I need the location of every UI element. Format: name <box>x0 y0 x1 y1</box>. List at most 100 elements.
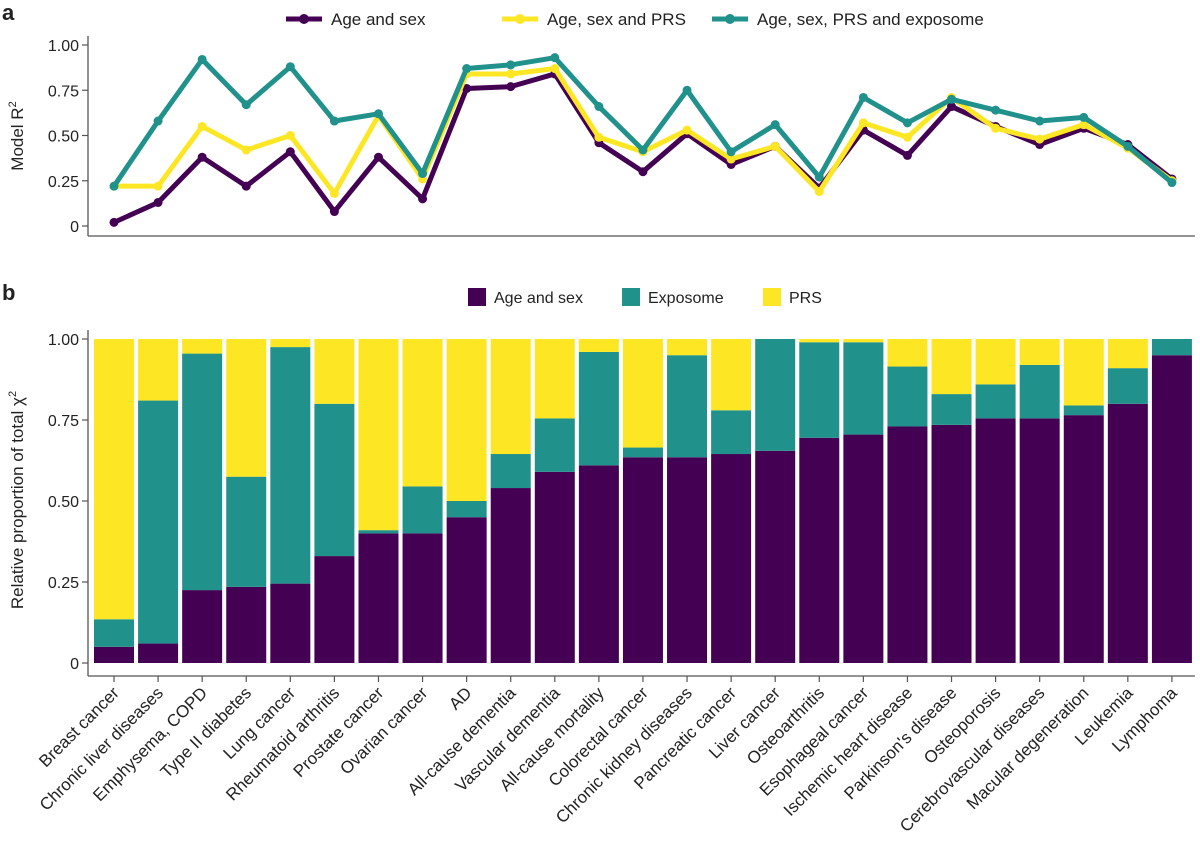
bar-segment-prs <box>446 339 487 501</box>
data-point <box>947 94 957 104</box>
bar-segment-age-and-sex <box>94 646 134 663</box>
legend-label: Age and sex <box>331 10 426 29</box>
bar-segment-exposome <box>358 530 399 534</box>
bar-segment-age-and-sex <box>534 471 575 663</box>
bar-stack: Breast cancer <box>35 339 134 771</box>
y-tick-label-a: 0 <box>70 219 79 236</box>
data-point <box>153 116 163 126</box>
data-point <box>241 145 251 155</box>
bar-segment-prs <box>667 339 708 356</box>
data-point <box>1035 116 1045 126</box>
bar-segment-prs <box>1063 339 1104 406</box>
y-tick-label-b: 0 <box>70 656 79 673</box>
bar-segment-age-and-sex <box>270 583 311 663</box>
bar-segment-exposome <box>843 342 884 435</box>
data-point <box>814 187 824 197</box>
y-tick-label-a: 1.00 <box>48 38 79 55</box>
bar-segment-age-and-sex <box>622 457 663 663</box>
panel-label-b: b <box>2 280 15 305</box>
x-tick-label: AD <box>445 683 475 713</box>
bar-segment-exposome <box>490 454 531 489</box>
bar-segment-prs <box>1019 339 1060 365</box>
data-point <box>153 181 163 191</box>
bar-segment-exposome <box>1107 368 1148 404</box>
legend-item: Age, sex and PRS <box>502 10 686 29</box>
bar-segment-prs <box>843 339 884 343</box>
bar-segment-prs <box>799 339 840 343</box>
data-point <box>506 69 516 79</box>
bar-segment-exposome <box>887 366 928 427</box>
bar-segment-exposome <box>755 339 796 451</box>
legend-item: Age, sex, PRS and exposome <box>712 10 984 29</box>
bar-segment-exposome <box>667 355 708 458</box>
bar-segment-exposome <box>534 418 575 472</box>
y-tick-label-b: 0.50 <box>48 494 79 511</box>
bar-segment-exposome <box>711 410 752 455</box>
bar-segment-exposome <box>446 501 487 518</box>
bar-segment-exposome <box>931 394 972 425</box>
bar-segment-age-and-sex <box>887 426 928 663</box>
data-point <box>770 120 780 130</box>
bar-segment-exposome <box>314 403 355 557</box>
bar-segment-age-and-sex <box>1063 415 1104 663</box>
data-point <box>462 64 472 74</box>
y-tick-label-b: 0.25 <box>48 575 79 592</box>
data-point <box>638 145 648 155</box>
bar-segment-age-and-sex <box>711 454 752 663</box>
data-point <box>506 60 516 70</box>
data-point <box>153 197 163 207</box>
bar-segment-exposome <box>1151 339 1192 356</box>
bar-segment-prs <box>182 339 223 354</box>
data-point <box>638 167 648 177</box>
bar-segment-prs <box>358 339 399 531</box>
bar-segment-exposome <box>402 486 443 534</box>
bar-segment-prs <box>490 339 531 455</box>
bar-segment-exposome <box>138 400 179 644</box>
data-point <box>418 169 428 179</box>
bar-segment-prs <box>270 339 311 348</box>
legend-item: PRS <box>763 288 822 307</box>
legend-point-symbol <box>725 14 735 24</box>
data-point <box>329 207 339 217</box>
bar-segment-prs <box>622 339 663 448</box>
y-tick-label-a: 0.75 <box>48 83 79 100</box>
bar-segment-exposome <box>226 476 267 587</box>
bar-segment-age-and-sex <box>1019 418 1060 663</box>
bar-segment-age-and-sex <box>667 457 708 663</box>
data-point <box>902 118 912 128</box>
data-point <box>682 85 692 95</box>
bar-segment-age-and-sex <box>843 434 884 663</box>
bar-segment-prs <box>578 339 619 352</box>
data-point <box>109 181 119 191</box>
data-point <box>109 217 119 227</box>
data-point <box>1123 141 1133 151</box>
bar-segment-age-and-sex <box>138 643 179 663</box>
bar-segment-prs <box>887 339 928 367</box>
bar-segment-age-and-sex <box>446 517 487 663</box>
y-tick-label-b: 1.00 <box>48 332 79 349</box>
bar-segment-age-and-sex <box>402 533 443 663</box>
bar-segment-age-and-sex <box>578 465 619 663</box>
bar-segment-age-and-sex <box>799 437 840 663</box>
data-point <box>1079 112 1089 122</box>
bar-segment-age-and-sex <box>226 586 267 663</box>
legend-swatch <box>763 288 781 306</box>
bar-segment-exposome <box>1063 405 1104 416</box>
bar-segment-age-and-sex <box>490 488 531 663</box>
bar-segment-exposome <box>578 351 619 466</box>
data-point <box>770 141 780 151</box>
bar-segment-age-and-sex <box>931 424 972 663</box>
bar-segment-prs <box>975 339 1016 385</box>
legend-item: Exposome <box>622 288 724 307</box>
bar-segment-exposome <box>94 619 134 647</box>
y-tick-label-a: 0.25 <box>48 174 79 191</box>
bar-segment-age-and-sex <box>358 533 399 663</box>
bar-segment-prs <box>138 339 179 401</box>
data-point <box>726 154 736 164</box>
data-point <box>858 118 868 128</box>
data-point <box>550 64 560 74</box>
data-point <box>594 102 604 112</box>
panel-label-a: a <box>2 0 15 25</box>
bar-segment-prs <box>94 339 134 620</box>
